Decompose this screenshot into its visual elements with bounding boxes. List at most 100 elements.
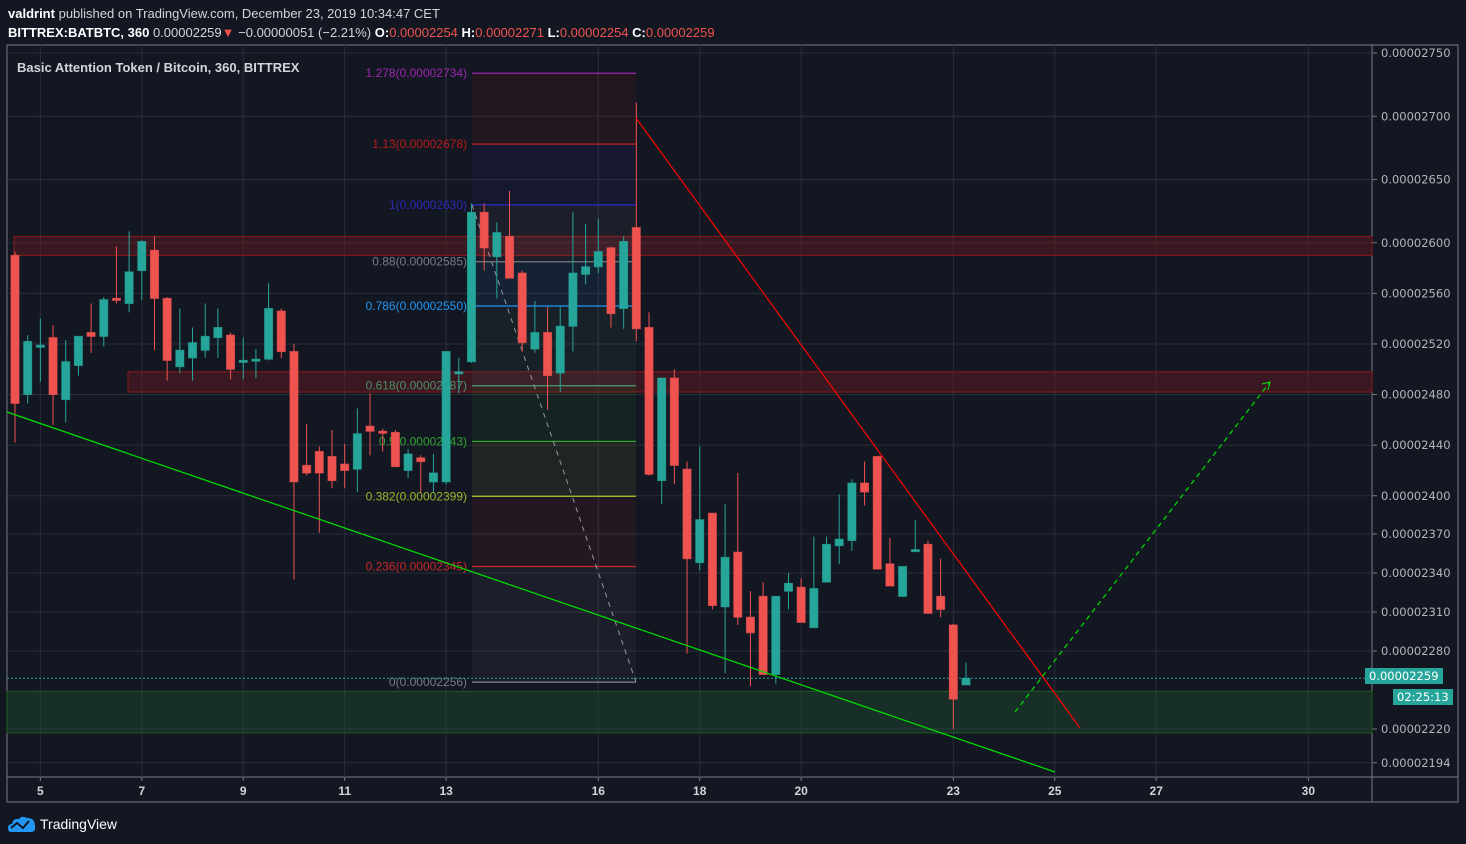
candle-down — [606, 247, 616, 315]
candle-down — [885, 563, 895, 587]
candle-up — [428, 472, 438, 483]
candle-up — [251, 358, 261, 362]
price-tick-label: 0.00002370 — [1381, 527, 1451, 541]
candle-up — [695, 519, 705, 564]
candle-up — [73, 335, 83, 366]
resistance-zone — [127, 371, 1373, 393]
candle-down — [936, 595, 946, 610]
candle-up — [961, 677, 971, 686]
price-tick-label: 0.00002520 — [1381, 337, 1451, 351]
high-value: 0.00002271 — [475, 25, 544, 40]
candle-down — [416, 457, 426, 463]
candle-up — [35, 344, 45, 348]
tradingview-logo[interactable]: TradingView — [8, 815, 117, 833]
countdown-badge: 02:25:13 — [1393, 689, 1453, 705]
fib-band — [472, 144, 636, 205]
candle-up — [809, 588, 819, 629]
last-price: 0.00002259 — [152, 25, 222, 40]
candle-up — [352, 433, 362, 470]
time-tick-label: 18 — [693, 784, 707, 798]
downtrend-line — [635, 117, 1081, 729]
time-tick-label: 20 — [794, 784, 808, 798]
price-tick-label: 0.00002310 — [1381, 605, 1451, 619]
candle-down — [48, 337, 58, 396]
fib-level-label: 0.88(0.00002585) — [372, 255, 467, 269]
candle-down — [644, 327, 654, 475]
time-tick-label: 9 — [240, 784, 247, 798]
candle-up — [771, 595, 781, 675]
candle-down — [340, 463, 350, 471]
price-tick-label: 0.00002440 — [1381, 438, 1451, 452]
candle-up — [124, 271, 134, 304]
candle-down — [86, 332, 96, 337]
publish-info: valdrint published on TradingView.com, D… — [8, 6, 440, 21]
time-tick-label: 27 — [1150, 784, 1164, 798]
open-value: 0.00002254 — [389, 25, 458, 40]
candle-down — [669, 377, 679, 466]
candle-down — [111, 297, 121, 301]
uptrend-support-line — [6, 411, 1056, 773]
candle-up — [137, 240, 147, 272]
candle-down — [948, 624, 958, 700]
symbol-info: BITTREX:BATBTC, 360 0.00002259▼ −0.00000… — [8, 25, 715, 40]
candle-up — [466, 211, 476, 363]
fib-level-label: 1(0.00002630) — [389, 198, 467, 212]
arrow-head-icon — [1261, 381, 1271, 391]
candle-down — [860, 482, 870, 493]
fib-band — [472, 385, 636, 442]
time-tick-label: 11 — [338, 784, 351, 798]
candle-up — [720, 556, 730, 608]
candle-down — [758, 595, 768, 675]
time-tick-label: 23 — [947, 784, 961, 798]
candle-down — [479, 211, 489, 249]
price-tick-label: 0.00002650 — [1381, 173, 1451, 187]
fib-band — [472, 566, 636, 683]
candle-up — [898, 566, 908, 597]
time-tick-label: 5 — [37, 784, 44, 798]
candle-up — [99, 299, 109, 337]
fib-band — [472, 496, 636, 567]
triangle-down-icon: ▼ — [221, 25, 235, 40]
brand-name: TradingView — [40, 816, 118, 832]
candle-up — [61, 361, 71, 401]
candle-up — [175, 349, 185, 368]
time-tick-label: 25 — [1048, 784, 1062, 798]
candle-up — [200, 335, 210, 351]
candle-down — [682, 468, 692, 560]
candle-down — [289, 351, 299, 483]
price-tick-label: 0.00002400 — [1381, 489, 1451, 503]
candle-down — [226, 334, 236, 370]
candle-down — [631, 227, 641, 330]
symbol: BITTREX:BATBTC, 360 — [8, 25, 150, 40]
candle-down — [796, 586, 806, 623]
candle-up — [834, 538, 844, 547]
last-price-badge: 0.00002259 — [1365, 668, 1443, 684]
fib-trend-line — [471, 204, 637, 683]
candle-down — [390, 432, 400, 468]
publish-text: published on TradingView.com, December 2… — [58, 6, 440, 21]
candle-up — [568, 272, 578, 327]
chart-frame — [6, 44, 1459, 803]
fib-band — [472, 441, 636, 497]
low-label: L: — [547, 25, 560, 40]
high-label: H: — [461, 25, 476, 40]
candle-up — [783, 582, 793, 592]
tradingview-cloud-icon — [8, 816, 36, 832]
fib-level-label: 0.618(0.00002487) — [366, 379, 467, 393]
candle-down — [327, 456, 337, 482]
fib-band — [472, 73, 636, 145]
candle-down — [517, 272, 527, 344]
fib-level-label: 0.786(0.00002550) — [366, 299, 467, 313]
fib-band — [472, 306, 636, 386]
author[interactable]: valdrint — [8, 6, 55, 21]
candle-down — [162, 297, 172, 361]
candle-down — [745, 616, 755, 634]
fib-level-label: 0.382(0.00002399) — [366, 489, 467, 503]
price-tick-label: 0.00002560 — [1381, 286, 1451, 300]
price-tick-label: 0.00002340 — [1381, 566, 1451, 580]
candle-down — [314, 450, 324, 474]
candle-up — [593, 251, 603, 268]
time-tick-label: 13 — [439, 784, 453, 798]
price-tick-label: 0.00002700 — [1381, 109, 1451, 123]
